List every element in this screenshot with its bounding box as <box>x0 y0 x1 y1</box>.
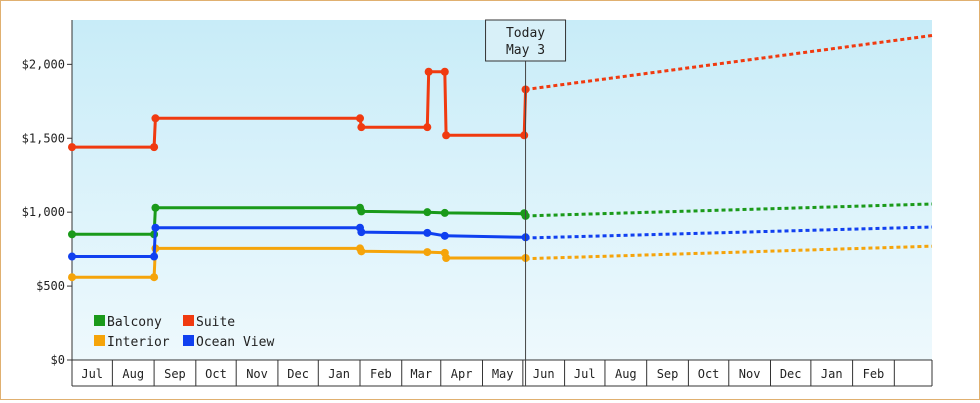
y-tick-label: $2,000 <box>22 57 65 71</box>
x-tick-label: Jun <box>533 367 555 381</box>
x-tick-label: Aug <box>122 367 144 381</box>
data-point <box>150 273 159 282</box>
y-axis: $0 $500 $1,000 $1,500 $2,000 <box>22 20 73 386</box>
x-tick-label: Oct <box>205 367 227 381</box>
today-box <box>485 19 567 62</box>
x-axis: Jul Aug Sep Oct Nov Dec Jan Feb Mar Apr May Jun Jul A… <box>71 359 933 387</box>
x-tick-label: Mar <box>410 367 432 381</box>
data-point <box>357 123 366 132</box>
data-point <box>356 114 365 123</box>
x-tick-label: Dec <box>287 367 309 381</box>
x-tick-label: Jan <box>821 367 843 381</box>
x-tick-label: Apr <box>451 367 473 381</box>
x-tick-label: Sep <box>657 367 679 381</box>
data-point <box>442 254 451 262</box>
y-tick-label: $1,500 <box>22 131 65 145</box>
y-tick-label: $0 <box>51 353 65 367</box>
x-tick-label: Sep <box>164 367 186 381</box>
x-tick-label: Jul <box>81 367 103 381</box>
data-point <box>68 143 76 152</box>
data-point <box>423 228 432 237</box>
data-point <box>442 131 451 140</box>
series-forecast-line <box>525 244 933 261</box>
data-point <box>150 252 159 261</box>
data-point <box>423 123 432 132</box>
series-layer <box>68 34 933 282</box>
series-interior <box>68 244 933 282</box>
today-label: Today <box>506 26 545 41</box>
legend-label: Ocean View <box>196 335 274 350</box>
data-point <box>424 67 433 76</box>
data-point <box>151 203 160 212</box>
legend-swatch <box>183 315 194 326</box>
series-ocean-view <box>68 223 933 261</box>
x-tick-label: Feb <box>370 367 392 381</box>
legend-label: Suite <box>196 315 235 330</box>
x-tick-label: Oct <box>698 367 720 381</box>
x-tick-label: Aug <box>615 367 637 381</box>
data-point <box>68 230 76 239</box>
legend-item-suite: Suite <box>183 315 235 330</box>
data-point <box>151 223 160 232</box>
legend-swatch <box>183 335 194 346</box>
x-tick-label: May <box>492 367 514 381</box>
x-tick-label: Nov <box>739 367 761 381</box>
data-point <box>423 248 432 257</box>
data-point <box>440 67 449 76</box>
today-date-label: May 3 <box>506 43 545 58</box>
data-point <box>68 252 76 261</box>
plot-area <box>72 20 932 360</box>
legend-item-ocean-view: Ocean View <box>183 335 274 350</box>
data-point <box>423 208 432 217</box>
legend-label: Balcony <box>107 315 162 330</box>
data-point <box>440 208 449 217</box>
x-tick-label: Jul <box>574 367 596 381</box>
data-point <box>357 207 366 216</box>
y-tick-label: $1,000 <box>22 205 65 219</box>
series-forecast-line <box>525 34 933 91</box>
data-point <box>150 143 159 152</box>
legend-item-interior: Interior <box>94 335 170 350</box>
x-tick-label: Nov <box>246 367 268 381</box>
legend-swatch <box>94 335 105 346</box>
x-tick-label: Feb <box>863 367 885 381</box>
today-marker: Today May 3 <box>485 19 567 386</box>
x-tick-label: Dec <box>780 367 802 381</box>
y-tick-label: $500 <box>36 279 65 293</box>
legend-item-balcony: Balcony <box>94 315 162 330</box>
data-point <box>357 247 366 256</box>
legend: Balcony Suite Interior Ocean View <box>94 315 274 350</box>
x-tick-label: Jan <box>328 367 350 381</box>
legend-label: Interior <box>107 335 170 350</box>
series-suite <box>68 34 933 152</box>
data-point <box>357 228 366 237</box>
series-forecast-line <box>525 225 933 240</box>
legend-swatch <box>94 315 105 326</box>
data-point <box>151 114 160 123</box>
data-point <box>68 273 76 282</box>
data-point <box>440 231 449 240</box>
series-forecast-line <box>525 202 933 218</box>
data-point <box>520 131 529 140</box>
